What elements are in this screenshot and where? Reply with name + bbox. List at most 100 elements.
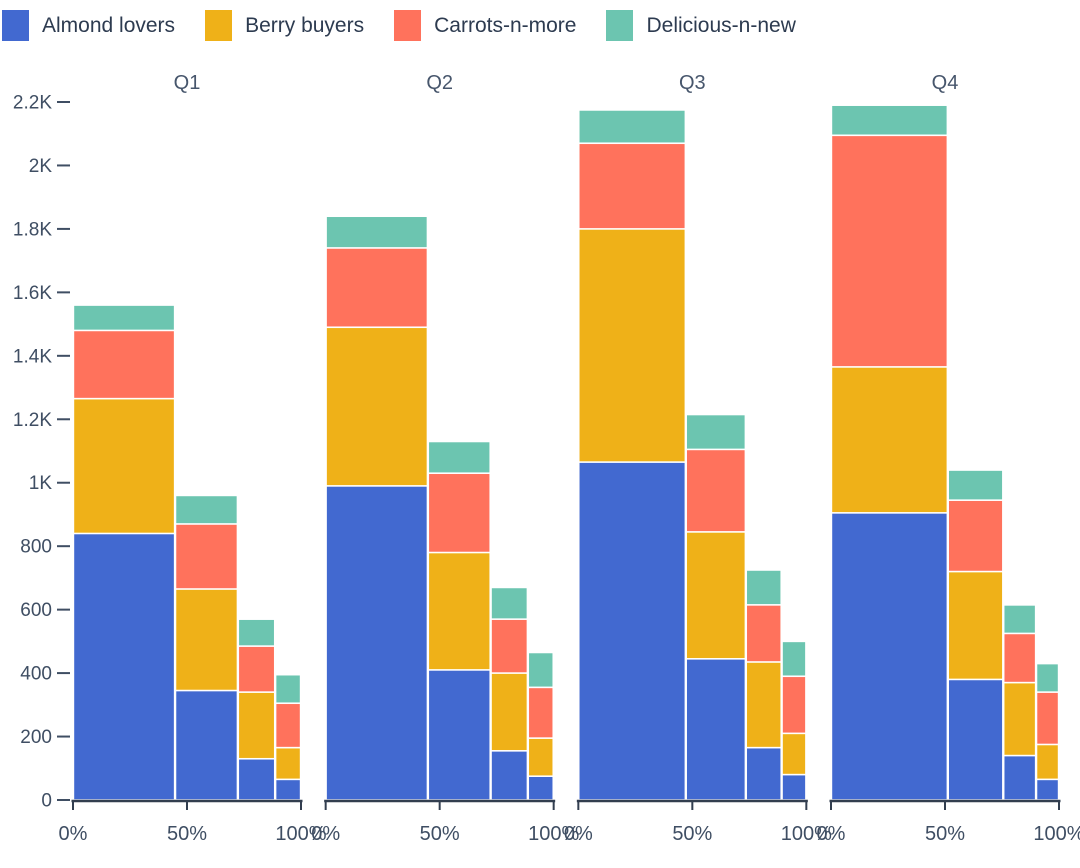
bar-segment-delicious-n-new	[276, 675, 300, 703]
bar-segment-carrots-n-more	[74, 331, 174, 398]
y-tick-label: 2.2K	[13, 93, 52, 114]
y-tick-label: 0	[41, 791, 52, 812]
x-tick-label: 50%	[672, 823, 712, 845]
bar-segment-delicious-n-new	[949, 470, 1003, 500]
legend-swatch-teal-icon	[606, 10, 634, 41]
legend-label: Delicious-n-new	[646, 13, 796, 37]
group-title: Q3	[679, 72, 706, 94]
bar-segment-carrots-n-more	[579, 144, 685, 229]
bar-segment-delicious-n-new	[74, 305, 174, 330]
bar-segment-delicious-n-new	[686, 415, 745, 449]
x-tick-label: 100%	[528, 823, 579, 845]
y-tick-label: 400	[20, 664, 52, 685]
group-title: Q4	[932, 72, 959, 94]
y-tick-label: 200	[20, 727, 52, 748]
bar-segment-delicious-n-new	[1037, 664, 1058, 692]
legend-swatch-yellow-icon	[205, 10, 233, 41]
bar-segment-carrots-n-more	[747, 605, 781, 662]
x-tick-label: 100%	[1033, 823, 1080, 845]
bar-segment-carrots-n-more	[176, 524, 237, 589]
bar-segment-delicious-n-new	[326, 217, 427, 248]
bar-segment-berry-buyers	[429, 553, 490, 670]
bar-segment-carrots-n-more	[832, 136, 947, 367]
bar-segment-carrots-n-more	[529, 688, 553, 738]
bar-segment-delicious-n-new	[429, 442, 490, 473]
bar-segment-carrots-n-more	[429, 474, 490, 552]
bar-segment-delicious-n-new	[239, 619, 274, 646]
bar-segment-almond-lovers	[529, 777, 553, 800]
bar-segment-almond-lovers	[239, 759, 274, 800]
legend-label: Carrots-n-more	[434, 13, 577, 37]
bar-segment-berry-buyers	[326, 328, 427, 486]
bar-segment-almond-lovers	[686, 659, 745, 800]
bar-segment-carrots-n-more	[239, 646, 274, 692]
x-tick-label: 100%	[275, 823, 326, 845]
bar-segment-carrots-n-more	[1037, 692, 1058, 744]
x-tick-label: 50%	[925, 823, 965, 845]
bar-segment-almond-lovers	[832, 513, 947, 800]
y-tick-label: 1K	[29, 473, 53, 494]
bar-segment-delicious-n-new	[782, 642, 806, 676]
bar-segment-delicious-n-new	[579, 110, 685, 143]
y-tick-label: 1.4K	[13, 346, 52, 367]
y-tick-label: 600	[20, 600, 52, 621]
y-tick-label: 800	[20, 537, 52, 558]
bar-segment-delicious-n-new	[1004, 605, 1035, 633]
bar-segment-almond-lovers	[326, 486, 427, 800]
legend-item-carrots-n-more: Carrots-n-more	[394, 10, 576, 41]
x-tick-label: 100%	[781, 823, 832, 845]
bar-segment-almond-lovers	[1004, 756, 1035, 800]
legend-swatch-coral-icon	[394, 10, 422, 41]
bar-segment-almond-lovers	[747, 748, 781, 800]
y-tick-label: 1.2K	[13, 410, 52, 431]
bar-segment-berry-buyers	[1004, 683, 1035, 755]
bar-segment-berry-buyers	[686, 532, 745, 659]
bar-segment-almond-lovers	[1037, 780, 1058, 800]
bar-segment-berry-buyers	[579, 229, 685, 462]
bar-segment-almond-lovers	[579, 462, 685, 800]
bar-segment-almond-lovers	[949, 680, 1003, 800]
bar-segment-carrots-n-more	[491, 619, 527, 673]
bar-segment-delicious-n-new	[832, 105, 947, 135]
y-tick-label: 1.6K	[13, 283, 52, 304]
bar-segment-berry-buyers	[276, 748, 300, 779]
bar-segment-carrots-n-more	[276, 704, 300, 747]
bar-segment-carrots-n-more	[686, 450, 745, 532]
bar-segment-berry-buyers	[1037, 745, 1058, 779]
legend: Almond lovers Berry buyers Carrots-n-mor…	[2, 10, 796, 41]
bar-segment-carrots-n-more	[326, 248, 427, 327]
bar-segment-carrots-n-more	[1004, 634, 1035, 682]
bar-segment-berry-buyers	[491, 673, 527, 751]
bar-segment-almond-lovers	[429, 670, 490, 800]
legend-label: Berry buyers	[245, 13, 365, 37]
bar-segment-delicious-n-new	[529, 653, 553, 687]
bar-segment-berry-buyers	[832, 367, 947, 513]
x-tick-label: 0%	[59, 823, 88, 845]
bar-segment-almond-lovers	[276, 780, 300, 800]
bar-segment-carrots-n-more	[949, 500, 1003, 571]
group-title: Q1	[174, 72, 201, 94]
x-tick-label: 0%	[564, 823, 593, 845]
bar-segment-berry-buyers	[176, 589, 237, 690]
group-title: Q2	[426, 72, 453, 94]
bar-segment-almond-lovers	[491, 751, 527, 800]
bar-segment-almond-lovers	[74, 534, 174, 800]
bar-segment-berry-buyers	[949, 572, 1003, 679]
bar-segment-carrots-n-more	[782, 677, 806, 733]
x-tick-label: 0%	[817, 823, 846, 845]
bar-segment-berry-buyers	[74, 399, 174, 533]
bar-segment-berry-buyers	[782, 734, 806, 774]
bar-segment-delicious-n-new	[176, 496, 237, 524]
bar-segment-delicious-n-new	[491, 588, 527, 619]
x-tick-label: 50%	[420, 823, 460, 845]
legend-label: Almond lovers	[42, 13, 176, 37]
bar-segment-almond-lovers	[176, 691, 237, 800]
legend-item-berry-buyers: Berry buyers	[205, 10, 364, 41]
bar-segment-almond-lovers	[782, 775, 806, 800]
y-tick-label: 2K	[29, 156, 53, 177]
x-tick-label: 50%	[167, 823, 207, 845]
bar-segment-delicious-n-new	[747, 570, 781, 605]
bar-segment-berry-buyers	[529, 738, 553, 776]
